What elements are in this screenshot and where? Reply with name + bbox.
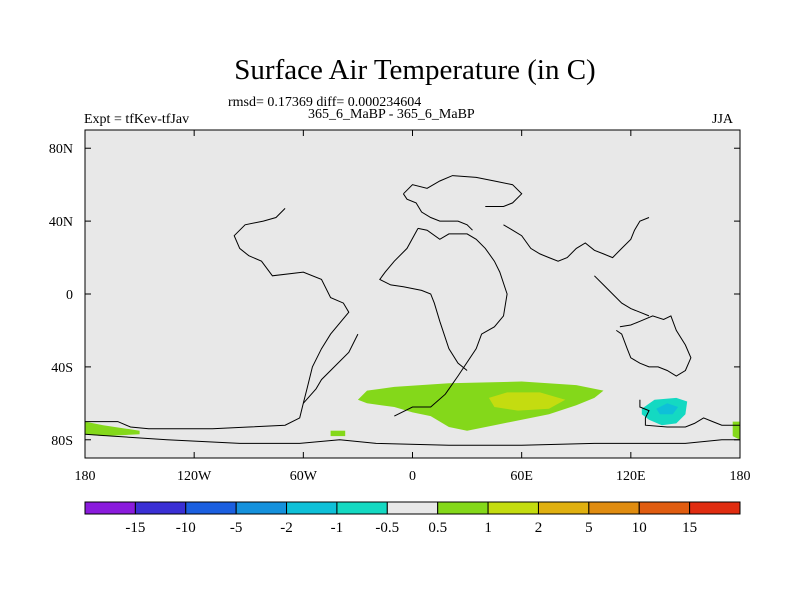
- coastline-9: [616, 315, 692, 377]
- x-tick-label: 120W: [177, 469, 212, 484]
- anomaly-layer: [85, 381, 740, 440]
- colorbar-swatch: [638, 501, 691, 515]
- antarctic-patch-west: [85, 421, 140, 437]
- colorbar-swatch: [134, 501, 187, 515]
- axis-layer: 180 120W 60W 0 60E 120E 180 80N 40N 0 40S 80S: [49, 130, 751, 484]
- colorbar-swatch: [286, 501, 338, 515]
- x-tick-label: 0: [409, 469, 416, 484]
- colorbar-swatch: [235, 501, 288, 515]
- colorbar-label: -5: [230, 520, 243, 536]
- coastline-2: [84, 433, 740, 446]
- colorbar-swatch: [185, 501, 237, 515]
- colorbar-label: 10: [632, 520, 647, 536]
- y-tick-label: 40N: [49, 215, 73, 230]
- colorbar-label: 15: [682, 520, 697, 536]
- x-tick-label: 60E: [510, 469, 533, 484]
- colorbar-label: -15: [125, 520, 145, 536]
- stats-line: rmsd= 0.17369 diff= 0.000234604: [228, 95, 422, 110]
- coastline-4: [379, 228, 468, 371]
- colorbar: -15 -10 -5 -2 -1 -0.5 0.5 1 2 5 10 15: [84, 501, 741, 536]
- australia-south-core: [656, 403, 679, 415]
- coastline-1: [302, 333, 359, 404]
- y-tick-label: 80S: [51, 434, 73, 449]
- colorbar-label: 2: [535, 520, 543, 536]
- y-tick-label: 0: [66, 288, 73, 303]
- colorbar-swatch: [386, 501, 439, 515]
- coastline-5: [402, 193, 473, 231]
- coastline-layer: [84, 175, 740, 446]
- experiment-label: Expt = tfKev-tfJav: [84, 112, 190, 127]
- colorbar-swatch: [689, 501, 741, 515]
- ross-sea-patch: [330, 430, 346, 437]
- season-label: JJA: [712, 112, 734, 127]
- coastline-7: [503, 217, 650, 262]
- colorbar-swatch: [437, 501, 489, 515]
- coastline-3: [394, 227, 508, 417]
- colorbar-label: -1: [331, 520, 344, 536]
- colorbar-swatch: [487, 501, 539, 515]
- colorbar-swatch: [84, 501, 136, 515]
- coastline-6: [403, 175, 523, 207]
- colorbar-swatch: [537, 501, 590, 515]
- coastline-10: [639, 399, 740, 428]
- x-tick-label: 60W: [290, 469, 318, 484]
- x-tick-label: 180: [730, 469, 751, 484]
- y-tick-label: 80N: [49, 142, 73, 157]
- x-tick-label: 120E: [616, 469, 646, 484]
- colorbar-swatch: [588, 501, 640, 515]
- x-tick-label: 180: [75, 469, 96, 484]
- period-label: 365_6_MaBP - 365_6_MaBP: [308, 107, 475, 122]
- indian-ocean-core: [488, 392, 566, 411]
- colorbar-label: 0.5: [428, 520, 447, 536]
- colorbar-swatch: [336, 501, 388, 515]
- colorbar-label: 5: [585, 520, 593, 536]
- colorbar-label: -2: [280, 520, 293, 536]
- coastline-8: [594, 275, 650, 317]
- antarctic-patch-east: [732, 421, 740, 440]
- chart-title: Surface Air Temperature (in C): [234, 54, 596, 86]
- colorbar-label: -0.5: [375, 520, 399, 536]
- colorbar-label: 1: [484, 520, 492, 536]
- colorbar-label: -10: [176, 520, 196, 536]
- coastline-0: [85, 208, 350, 430]
- y-tick-label: 40S: [51, 361, 73, 376]
